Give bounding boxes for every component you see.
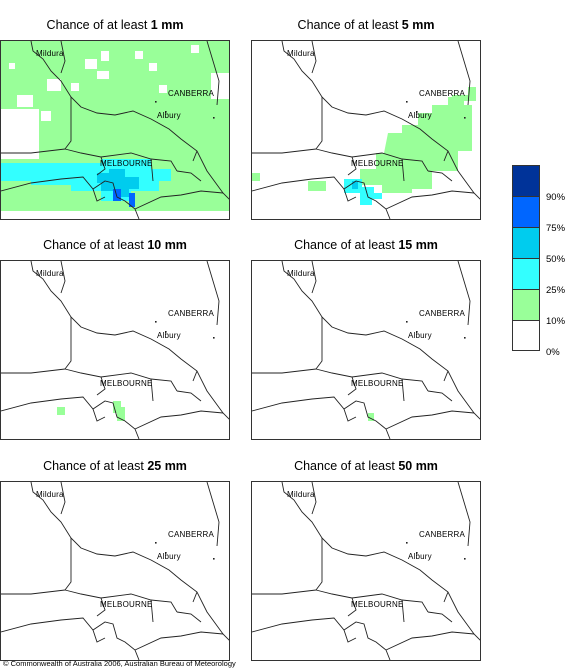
legend-label-25: 25% — [546, 285, 566, 296]
boundary-lines — [1, 482, 229, 660]
city-label-melbourne: MELBOURNE — [100, 379, 153, 388]
panel-title: Chance of at least 5 mm — [297, 18, 435, 32]
legend-swatch-50-75 — [512, 227, 540, 258]
map-15mm: Mildura CANBERRA Albury MELBOURNE — [251, 260, 481, 440]
legend-label-75: 75% — [546, 223, 566, 234]
city-label-canberra: CANBERRA — [419, 309, 466, 318]
legend-swatch-0-10 — [512, 320, 540, 351]
city-label-albury: Albury — [157, 552, 181, 561]
rain-probability-overlay — [252, 87, 476, 205]
city-label-mildura: Mildura — [287, 490, 315, 499]
map-10mm: Mildura CANBERRA Albury MELBOURNE — [0, 260, 230, 440]
boundary-lines — [1, 261, 229, 439]
city-label-mildura: Mildura — [287, 269, 315, 278]
city-label-canberra: CANBERRA — [419, 530, 466, 539]
city-label-albury: Albury — [408, 111, 432, 120]
panel-title: Chance of at least 15 mm — [294, 238, 438, 252]
city-label-melbourne: MELBOURNE — [100, 159, 153, 168]
probability-legend: 90% 75% 50% 25% 10% 0% — [512, 165, 565, 358]
city-label-melbourne: MELBOURNE — [351, 600, 404, 609]
legend-label-10: 10% — [546, 316, 566, 327]
city-label-canberra: CANBERRA — [168, 89, 215, 98]
city-label-melbourne: MELBOURNE — [351, 379, 404, 388]
legend-swatch-90-100 — [512, 165, 540, 196]
city-label-mildura: Mildura — [36, 49, 64, 58]
panel-title: Chance of at least 50 mm — [294, 459, 438, 473]
city-label-mildura: Mildura — [287, 49, 315, 58]
rain-probability-overlay — [368, 413, 374, 421]
rain-probability-overlay — [57, 401, 125, 421]
map-1mm: Mildura CANBERRA Albury MELBOURNE — [0, 40, 230, 220]
city-label-albury: Albury — [157, 111, 181, 120]
boundary-lines — [1, 41, 229, 219]
panel-title: Chance of at least 1 mm — [46, 18, 184, 32]
panel-title: Chance of at least 25 mm — [43, 459, 187, 473]
city-label-albury: Albury — [408, 552, 432, 561]
panel-title: Chance of at least 10 mm — [43, 238, 187, 252]
city-label-canberra: CANBERRA — [419, 89, 466, 98]
city-label-melbourne: MELBOURNE — [100, 600, 153, 609]
city-label-canberra: CANBERRA — [168, 309, 215, 318]
map-5mm: Mildura CANBERRA Albury MELBOURNE — [251, 40, 481, 220]
legend-label-90: 90% — [546, 192, 566, 203]
legend-swatch-10-25 — [512, 289, 540, 320]
city-label-mildura: Mildura — [36, 269, 64, 278]
city-label-melbourne: MELBOURNE — [351, 159, 404, 168]
legend-label-0: 0% — [546, 347, 560, 358]
legend-swatch-75-90 — [512, 196, 540, 227]
boundary-lines — [252, 261, 480, 439]
city-label-mildura: Mildura — [36, 490, 64, 499]
legend-label-50: 50% — [546, 254, 566, 265]
city-label-albury: Albury — [157, 331, 181, 340]
copyright-footer: © Commonwealth of Australia 2006, Austra… — [3, 659, 236, 668]
city-label-albury: Albury — [408, 331, 432, 340]
boundary-lines — [252, 482, 480, 660]
city-label-canberra: CANBERRA — [168, 530, 215, 539]
boundary-lines — [252, 41, 480, 219]
map-50mm: Mildura CANBERRA Albury MELBOURNE — [251, 481, 481, 661]
map-25mm: Mildura CANBERRA Albury MELBOURNE — [0, 481, 230, 661]
rain-probability-overlay — [1, 41, 229, 219]
legend-swatch-25-50 — [512, 258, 540, 289]
